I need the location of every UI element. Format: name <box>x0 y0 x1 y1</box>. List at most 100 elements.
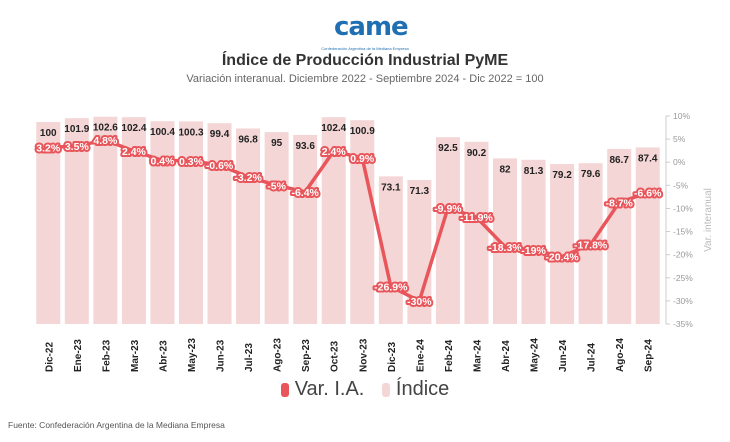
bar <box>36 122 61 324</box>
came-logo: came Confederación Argentina de la Media… <box>0 8 730 52</box>
x-tick-label: Feb-23 <box>101 339 112 372</box>
chart-title: Índice de Producción Industrial PyME <box>221 52 509 69</box>
y2-tick-label: -35% <box>673 319 693 329</box>
bar <box>207 123 232 324</box>
line-data-label: -17.8%-17.8% <box>572 237 610 253</box>
line-data-label: 0.4%0.4% <box>148 153 177 169</box>
line-label-text: 2.4% <box>322 146 347 158</box>
x-tick-label: Ago-24 <box>615 338 626 372</box>
line-label-text: 2.4% <box>122 146 147 158</box>
bar <box>179 121 203 324</box>
x-tick-label: Sep-23 <box>301 339 312 372</box>
y2-tick-label: -10% <box>673 203 693 213</box>
x-tick-label: Abr-23 <box>158 340 169 372</box>
bar-value-label: 73.1 <box>381 182 401 193</box>
legend-bar-swatch <box>381 382 390 397</box>
line-label-text: 4.8% <box>93 135 118 147</box>
bar-value-label: 86.7 <box>609 155 629 166</box>
x-tick-label: Mar-23 <box>130 339 141 372</box>
line-data-label: 2.4%2.4% <box>120 144 149 160</box>
line-label-halo: -17.8% <box>574 239 608 251</box>
line-data-label: -19%-19% <box>519 243 548 259</box>
bar-value-label: 100.4 <box>150 127 175 138</box>
bar-value-label: 92.5 <box>438 143 458 154</box>
line-label-text: -18.3% <box>488 242 522 254</box>
legend-line-swatch <box>280 382 289 397</box>
bar <box>407 179 432 324</box>
bar-value-label: 90.2 <box>467 148 487 159</box>
line-data-label: 0.9%0.9% <box>348 151 377 167</box>
x-tick-label: Jul-24 <box>587 343 598 372</box>
source-note: Fuente: Confederación Argentina de la Me… <box>8 420 225 430</box>
x-tick-label: Abr-24 <box>501 340 512 372</box>
x-tick-label: Mar-24 <box>472 339 483 372</box>
series-line-var-ia <box>48 138 649 303</box>
line-label-text: 3.5% <box>65 141 90 153</box>
bar-value-label: 93.6 <box>295 141 315 152</box>
line-data-label: 0.3%0.3% <box>177 154 206 170</box>
bar-value-label: 96.8 <box>238 134 258 145</box>
x-tick-label: Jun-24 <box>558 339 569 372</box>
x-tick-label: May-23 <box>187 338 198 372</box>
line-data-label: -26.9%-26.9% <box>372 280 410 296</box>
bar <box>464 141 489 324</box>
line-label-halo: 2.4% <box>122 146 147 158</box>
bar <box>264 132 289 324</box>
line-label-halo: -9.9% <box>434 203 462 215</box>
line-data-label: -20.4%-20.4% <box>543 250 581 266</box>
x-tick-label: Jul-23 <box>244 343 255 372</box>
bar-value-label: 79.6 <box>581 169 601 180</box>
line-label-halo: -5% <box>267 180 286 192</box>
line-label-text: -11.9% <box>460 212 493 224</box>
line-label-text: -0.6% <box>206 160 234 172</box>
bar-value-label: 81.3 <box>524 166 544 177</box>
bar-value-label: 71.3 <box>410 186 430 197</box>
x-tick-label: Oct-23 <box>330 340 341 372</box>
y2-tick-label: -15% <box>673 227 693 237</box>
x-tick-label: Dic-23 <box>387 342 398 372</box>
y2-tick-label: 0% <box>673 157 686 167</box>
bar-value-label: 101.9 <box>64 124 89 135</box>
y2-tick-label: -25% <box>673 273 693 283</box>
legend-item-line[interactable]: Var. I.A. <box>280 378 365 401</box>
bar <box>550 164 575 324</box>
line-label-halo: 4.8% <box>93 135 118 147</box>
bar-value-label: 82 <box>499 164 511 175</box>
legend-line-label: Var. I.A. <box>294 378 365 400</box>
y2-tick-label: 10% <box>673 111 690 121</box>
line-data-label: -5%-5% <box>265 178 288 194</box>
x-tick-label: May-24 <box>530 338 541 372</box>
y2-tick-label: -5% <box>673 180 689 190</box>
bar-value-label: 102.4 <box>321 123 346 134</box>
legend-item-bar[interactable]: Índice <box>381 378 449 401</box>
line-label-text: -5% <box>267 180 286 192</box>
bar <box>635 147 660 324</box>
y2-tick-label: -30% <box>673 296 693 306</box>
bar-value-label: 100 <box>40 128 57 139</box>
x-tick-label: Feb-24 <box>444 339 455 372</box>
line-label-text: -17.8% <box>574 239 608 251</box>
x-tick-label: Ene-24 <box>415 339 426 372</box>
bar <box>293 134 318 324</box>
line-label-halo: -8.7% <box>605 197 633 209</box>
bar-value-label: 87.4 <box>638 153 658 164</box>
bar-value-label: 99.4 <box>210 129 230 140</box>
y2-axis-title: Var. interanual <box>703 188 714 252</box>
line-label-halo: -0.6% <box>206 160 234 172</box>
bar-value-label: 100.9 <box>350 126 375 137</box>
line-label-halo: -20.4% <box>545 252 579 264</box>
line-label-text: -6.6% <box>634 188 662 200</box>
line-data-label: -6.4%-6.4% <box>289 185 321 201</box>
line-label-text: -3.2% <box>234 172 262 184</box>
bar-value-label: 100.3 <box>178 127 203 138</box>
logo-wordmark: came <box>334 12 409 42</box>
line-data-label: 3.5%3.5% <box>63 139 92 155</box>
bar <box>521 159 546 324</box>
line-data-label: -9.9%-9.9% <box>432 201 464 217</box>
line-label-halo: -26.9% <box>374 282 408 294</box>
y2-tick-label: 5% <box>673 134 686 144</box>
line-label-text: 0.4% <box>150 155 175 167</box>
line-label-text: -8.7% <box>605 197 633 209</box>
line-data-label: -6.6%-6.6% <box>632 186 664 202</box>
line-label-halo: 3.5% <box>65 141 90 153</box>
